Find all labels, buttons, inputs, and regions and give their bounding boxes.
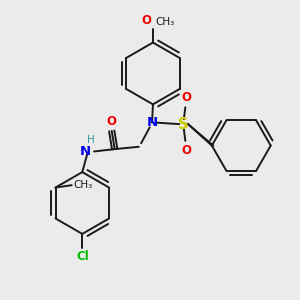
Text: N: N bbox=[80, 145, 91, 158]
Text: Cl: Cl bbox=[76, 250, 89, 263]
Text: O: O bbox=[181, 144, 191, 157]
Text: CH₃: CH₃ bbox=[73, 180, 92, 190]
Text: S: S bbox=[178, 117, 188, 132]
Text: H: H bbox=[87, 135, 94, 145]
Text: CH₃: CH₃ bbox=[155, 17, 175, 27]
Text: O: O bbox=[107, 115, 117, 128]
Text: O: O bbox=[181, 92, 191, 104]
Text: O: O bbox=[142, 14, 152, 27]
Text: N: N bbox=[146, 116, 158, 129]
